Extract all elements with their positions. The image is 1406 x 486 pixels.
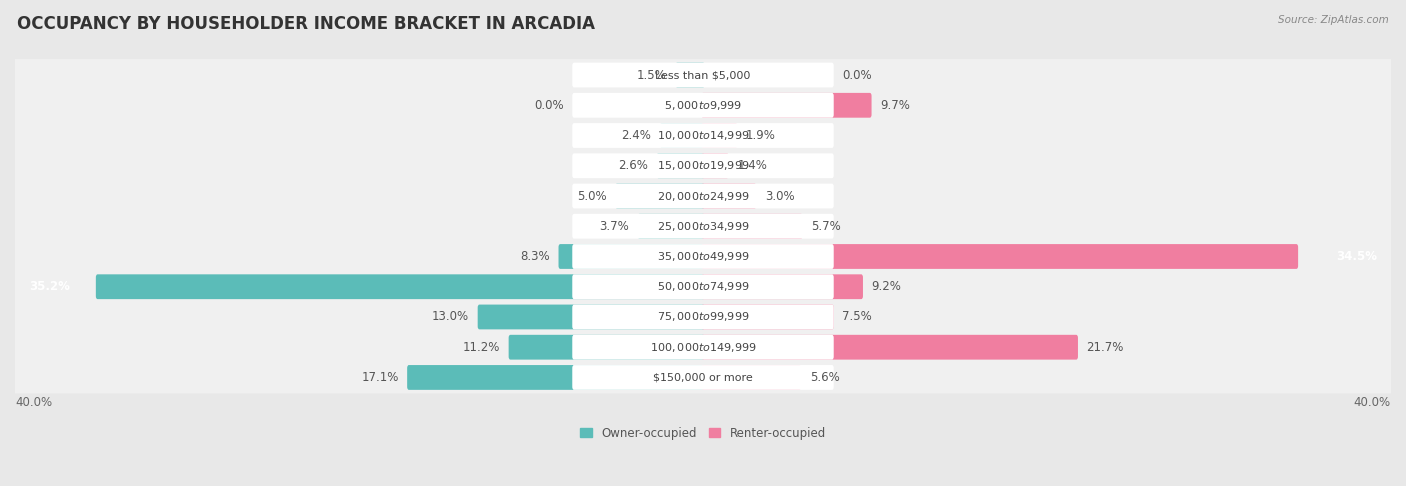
FancyBboxPatch shape xyxy=(572,305,834,330)
Text: 1.9%: 1.9% xyxy=(747,129,776,142)
FancyBboxPatch shape xyxy=(572,244,834,269)
Text: 34.5%: 34.5% xyxy=(1336,250,1378,263)
Text: 9.2%: 9.2% xyxy=(872,280,901,293)
Text: $150,000 or more: $150,000 or more xyxy=(654,372,752,382)
FancyBboxPatch shape xyxy=(702,184,756,208)
FancyBboxPatch shape xyxy=(702,93,872,118)
Text: OCCUPANCY BY HOUSEHOLDER INCOME BRACKET IN ARCADIA: OCCUPANCY BY HOUSEHOLDER INCOME BRACKET … xyxy=(17,15,595,33)
Text: 3.7%: 3.7% xyxy=(599,220,628,233)
FancyBboxPatch shape xyxy=(702,274,863,299)
Text: $10,000 to $14,999: $10,000 to $14,999 xyxy=(657,129,749,142)
FancyBboxPatch shape xyxy=(702,365,801,390)
FancyBboxPatch shape xyxy=(572,123,834,148)
FancyBboxPatch shape xyxy=(657,154,704,178)
Text: 21.7%: 21.7% xyxy=(1087,341,1123,354)
Text: 2.6%: 2.6% xyxy=(619,159,648,172)
FancyBboxPatch shape xyxy=(96,274,704,299)
FancyBboxPatch shape xyxy=(572,214,834,239)
Text: 5.0%: 5.0% xyxy=(576,190,606,203)
FancyBboxPatch shape xyxy=(572,184,834,208)
FancyBboxPatch shape xyxy=(13,210,1393,243)
FancyBboxPatch shape xyxy=(13,241,1393,273)
FancyBboxPatch shape xyxy=(13,150,1393,182)
FancyBboxPatch shape xyxy=(572,365,834,390)
Text: $75,000 to $99,999: $75,000 to $99,999 xyxy=(657,311,749,324)
FancyBboxPatch shape xyxy=(509,335,704,360)
Text: 1.4%: 1.4% xyxy=(737,159,768,172)
Text: $50,000 to $74,999: $50,000 to $74,999 xyxy=(657,280,749,293)
FancyBboxPatch shape xyxy=(638,214,704,239)
FancyBboxPatch shape xyxy=(702,123,737,148)
Text: $15,000 to $19,999: $15,000 to $19,999 xyxy=(657,159,749,172)
Text: Source: ZipAtlas.com: Source: ZipAtlas.com xyxy=(1278,15,1389,25)
FancyBboxPatch shape xyxy=(13,331,1393,363)
FancyBboxPatch shape xyxy=(572,93,834,118)
Text: $35,000 to $49,999: $35,000 to $49,999 xyxy=(657,250,749,263)
FancyBboxPatch shape xyxy=(558,244,704,269)
FancyBboxPatch shape xyxy=(702,305,834,330)
Text: $100,000 to $149,999: $100,000 to $149,999 xyxy=(650,341,756,354)
FancyBboxPatch shape xyxy=(408,365,704,390)
Text: 8.3%: 8.3% xyxy=(520,250,550,263)
Text: $5,000 to $9,999: $5,000 to $9,999 xyxy=(664,99,742,112)
Text: 5.7%: 5.7% xyxy=(811,220,841,233)
FancyBboxPatch shape xyxy=(572,63,834,87)
Text: 40.0%: 40.0% xyxy=(15,396,52,409)
Text: 17.1%: 17.1% xyxy=(361,371,398,384)
FancyBboxPatch shape xyxy=(572,154,834,178)
Text: 2.4%: 2.4% xyxy=(621,129,651,142)
Text: 11.2%: 11.2% xyxy=(463,341,501,354)
Text: 3.0%: 3.0% xyxy=(765,190,794,203)
Text: 5.6%: 5.6% xyxy=(810,371,839,384)
Text: 0.0%: 0.0% xyxy=(842,69,872,82)
Text: Less than $5,000: Less than $5,000 xyxy=(655,70,751,80)
FancyBboxPatch shape xyxy=(572,335,834,360)
FancyBboxPatch shape xyxy=(659,123,704,148)
FancyBboxPatch shape xyxy=(702,154,728,178)
FancyBboxPatch shape xyxy=(13,301,1393,333)
Text: $25,000 to $34,999: $25,000 to $34,999 xyxy=(657,220,749,233)
Text: $20,000 to $24,999: $20,000 to $24,999 xyxy=(657,190,749,203)
Text: 9.7%: 9.7% xyxy=(880,99,910,112)
FancyBboxPatch shape xyxy=(616,184,704,208)
Text: 35.2%: 35.2% xyxy=(28,280,70,293)
FancyBboxPatch shape xyxy=(478,305,704,330)
FancyBboxPatch shape xyxy=(13,89,1393,122)
FancyBboxPatch shape xyxy=(675,63,704,87)
FancyBboxPatch shape xyxy=(13,120,1393,152)
Text: 0.0%: 0.0% xyxy=(534,99,564,112)
Text: 40.0%: 40.0% xyxy=(1354,396,1391,409)
FancyBboxPatch shape xyxy=(702,244,1298,269)
FancyBboxPatch shape xyxy=(572,274,834,299)
FancyBboxPatch shape xyxy=(13,362,1393,394)
Text: 13.0%: 13.0% xyxy=(432,311,470,324)
Text: 7.5%: 7.5% xyxy=(842,311,872,324)
Legend: Owner-occupied, Renter-occupied: Owner-occupied, Renter-occupied xyxy=(575,422,831,444)
FancyBboxPatch shape xyxy=(13,180,1393,212)
Text: 1.5%: 1.5% xyxy=(637,69,666,82)
FancyBboxPatch shape xyxy=(13,59,1393,91)
FancyBboxPatch shape xyxy=(702,214,803,239)
FancyBboxPatch shape xyxy=(13,271,1393,303)
FancyBboxPatch shape xyxy=(702,335,1078,360)
